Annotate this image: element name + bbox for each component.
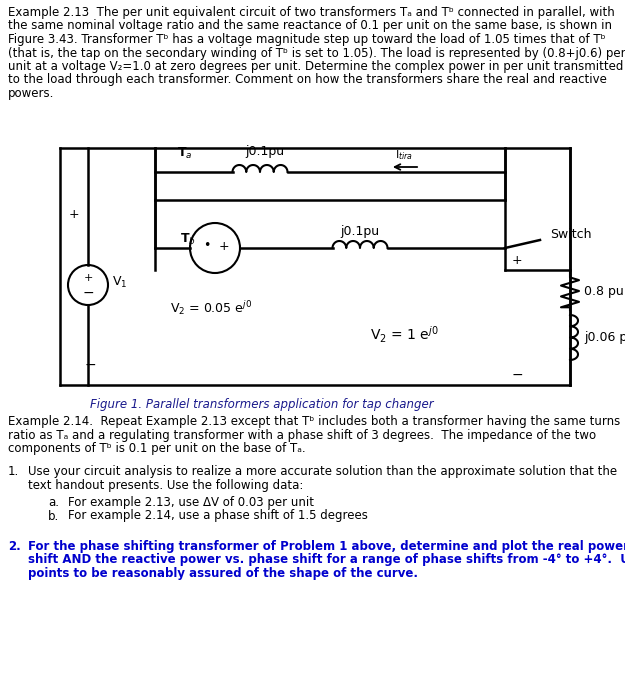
Text: Example 2.13  The per unit equivalent circuit of two transformers Tₐ and Tᵇ conn: Example 2.13 The per unit equivalent cir… [8,6,615,19]
Text: powers.: powers. [8,87,54,100]
Text: unit at a voltage V₂=1.0 at zero degrees per unit. Determine the complex power i: unit at a voltage V₂=1.0 at zero degrees… [8,60,623,73]
Text: •: • [203,239,211,253]
Text: j0.1pu: j0.1pu [341,226,379,239]
Text: For the phase shifting transformer of Problem 1 above, determine and plot the re: For the phase shifting transformer of Pr… [28,540,625,553]
Text: Example 2.14.  Repeat Example 2.13 except that Tᵇ includes both a transformer ha: Example 2.14. Repeat Example 2.13 except… [8,415,620,428]
Text: shift AND the reactive power vs. phase shift for a range of phase shifts from -4: shift AND the reactive power vs. phase s… [28,553,625,567]
Text: the same nominal voltage ratio and the same reactance of 0.1 per unit on the sam: the same nominal voltage ratio and the s… [8,20,612,32]
Text: Use your circuit analysis to realize a more accurate solution than the approxima: Use your circuit analysis to realize a m… [28,465,617,478]
Text: 0.8 pu: 0.8 pu [584,284,624,297]
Text: +: + [83,273,92,283]
Text: (that is, the tap on the secondary winding of Tᵇ is set to 1.05). The load is re: (that is, the tap on the secondary windi… [8,47,625,59]
Text: +: + [219,239,229,253]
Text: −: − [82,286,94,300]
Text: V$_1$: V$_1$ [112,274,128,290]
Text: −: − [511,368,522,382]
Text: −: − [84,358,96,372]
Text: 2.: 2. [8,540,21,553]
Text: j0.06 pu: j0.06 pu [584,331,625,344]
Text: components of Tᵇ is 0.1 per unit on the base of Tₐ.: components of Tᵇ is 0.1 per unit on the … [8,442,306,455]
Text: I$_{tira}$: I$_{tira}$ [395,148,413,162]
Text: to the load through each transformer. Comment on how the transformers share the : to the load through each transformer. Co… [8,73,607,86]
Text: b.: b. [48,510,59,522]
Text: Figure 1. Parallel transformers application for tap changer: Figure 1. Parallel transformers applicat… [90,398,434,411]
Text: text handout presents. Use the following data:: text handout presents. Use the following… [28,479,303,491]
Text: V$_2$ = 0.05 e$^{j0}$: V$_2$ = 0.05 e$^{j0}$ [170,299,252,317]
Text: +: + [512,253,522,266]
Text: For example 2.13, use ΔV of 0.03 per unit: For example 2.13, use ΔV of 0.03 per uni… [68,496,314,509]
Text: T$_a$: T$_a$ [177,146,192,160]
Text: a.: a. [48,496,59,509]
Text: points to be reasonably assured of the shape of the curve.: points to be reasonably assured of the s… [28,567,418,580]
Text: Switch: Switch [550,228,591,241]
Text: Figure 3.43. Transformer Tᵇ has a voltage magnitude step up toward the load of 1: Figure 3.43. Transformer Tᵇ has a voltag… [8,33,606,46]
Text: +: + [69,208,79,222]
Text: ratio as Tₐ and a regulating transformer with a phase shift of 3 degrees.  The i: ratio as Tₐ and a regulating transformer… [8,429,596,441]
Text: V$_2$ = 1 e$^{j0}$: V$_2$ = 1 e$^{j0}$ [370,325,439,345]
Text: j0.1pu: j0.1pu [246,144,284,158]
Text: For example 2.14, use a phase shift of 1.5 degrees: For example 2.14, use a phase shift of 1… [68,510,368,522]
Text: 1.: 1. [8,465,19,478]
Text: T$_b$: T$_b$ [180,231,196,247]
